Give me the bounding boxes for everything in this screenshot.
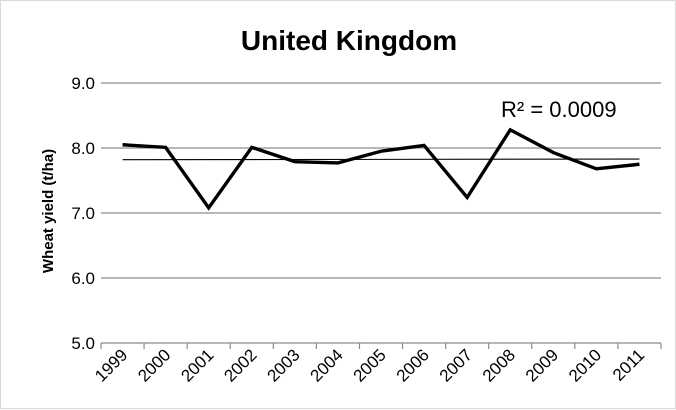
data-point — [637, 162, 641, 166]
x-tick-label: 2003 — [263, 345, 303, 385]
x-tick-label: 2007 — [436, 345, 476, 385]
trendline-layer — [122, 158, 640, 161]
r-squared-annotation: R² = 0.0009 — [501, 97, 617, 122]
y-tick-label: 8.0 — [71, 139, 95, 158]
data-point — [422, 143, 426, 147]
data-point — [465, 195, 469, 199]
data-point — [250, 145, 254, 149]
y-tick-label: 6.0 — [71, 269, 95, 288]
data-point — [508, 128, 512, 132]
y-tick-layer: 5.0 6.0 7.0 8.0 9.0 — [71, 74, 95, 353]
data-point — [207, 206, 211, 210]
series-layer — [121, 127, 641, 211]
x-tick-label: 2000 — [134, 345, 174, 385]
x-tick-label: 2006 — [393, 345, 433, 385]
data-point — [551, 151, 555, 155]
x-tick-label: 2005 — [350, 345, 390, 385]
x-tick-layer: 1999 2000 2001 2002 2003 2004 2005 2006 2007 2008… — [91, 345, 648, 385]
trendline — [122, 158, 640, 161]
x-tick-label: 2009 — [522, 345, 562, 385]
x-tick-label: 2008 — [479, 345, 519, 385]
x-tick-label: 1999 — [91, 345, 131, 385]
x-tick-label: 2011 — [609, 345, 648, 384]
data-point — [594, 167, 598, 171]
y-tick-label: 5.0 — [71, 334, 95, 353]
x-tick-label: 2004 — [307, 345, 347, 385]
data-point — [336, 161, 340, 165]
chart-title: United Kingdom — [241, 25, 457, 56]
grid-layer — [100, 82, 662, 349]
series-line — [122, 127, 640, 211]
x-tick-label: 2001 — [177, 345, 217, 385]
y-tick-label: 7.0 — [71, 204, 95, 223]
data-point — [293, 160, 297, 164]
data-point — [379, 149, 383, 153]
y-tick-label: 9.0 — [71, 74, 95, 93]
data-point — [164, 145, 168, 149]
x-tick-label: 2002 — [220, 345, 260, 385]
data-point — [121, 143, 125, 147]
y-axis-label: Wheat yield (t/ha) — [40, 149, 57, 273]
x-tick-label: 2010 — [565, 345, 605, 385]
